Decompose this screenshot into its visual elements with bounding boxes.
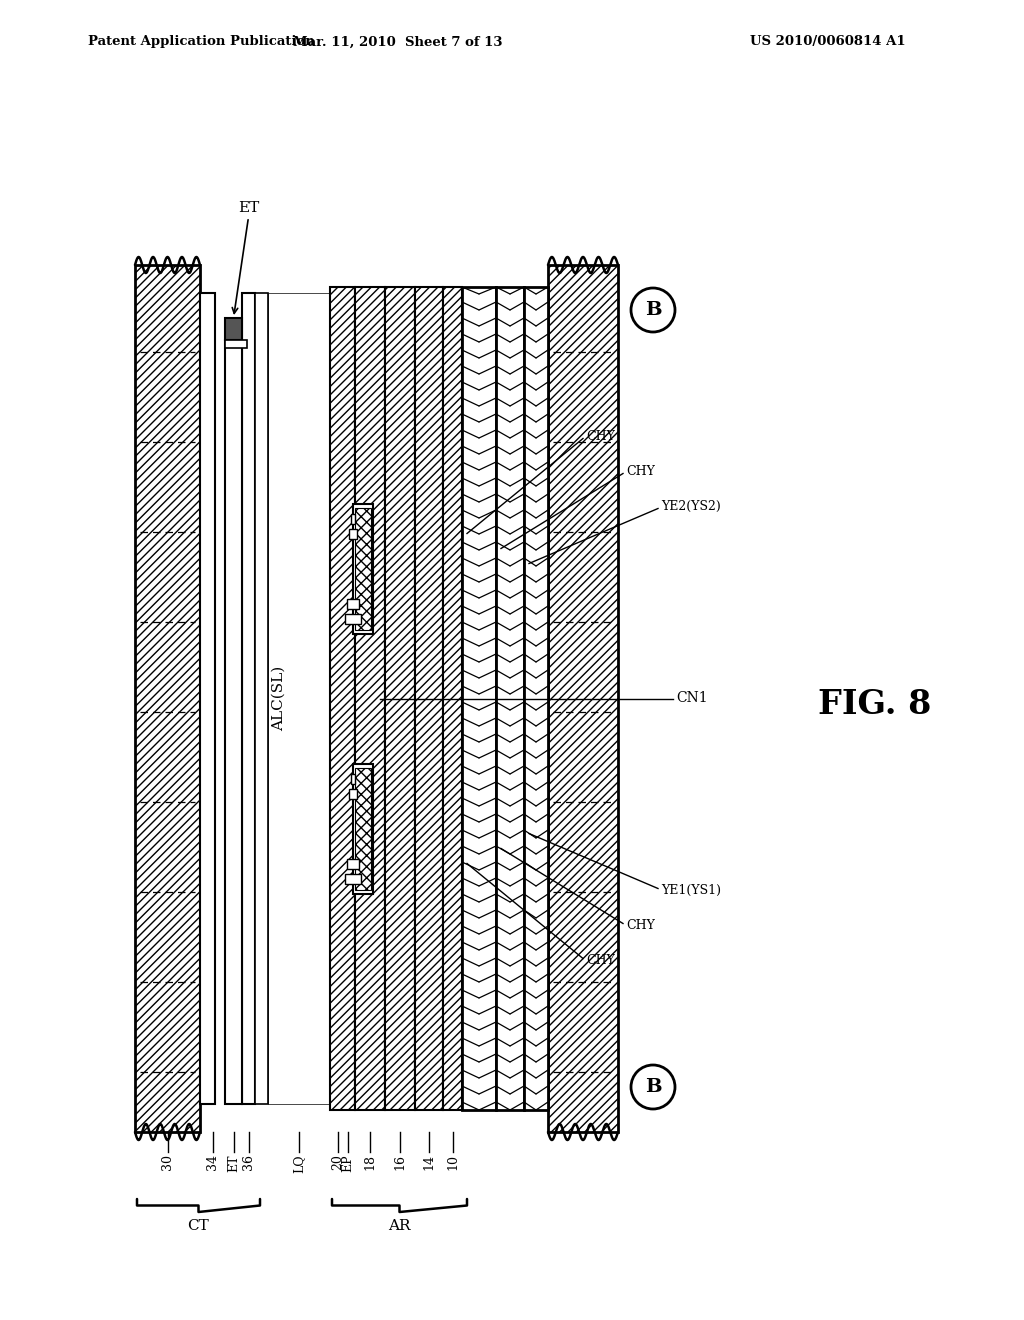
Text: 30: 30: [161, 1154, 174, 1170]
Text: CHY: CHY: [626, 919, 655, 932]
Bar: [355, 767, 371, 890]
Text: FIG. 8: FIG. 8: [818, 689, 932, 722]
Text: 18: 18: [364, 1154, 377, 1170]
Bar: [347, 858, 359, 869]
Bar: [548, 265, 618, 1133]
Text: ET: ET: [227, 1154, 240, 1172]
Text: Mar. 11, 2010  Sheet 7 of 13: Mar. 11, 2010 Sheet 7 of 13: [293, 36, 503, 49]
Text: B: B: [645, 301, 662, 319]
Text: YE1(YS1): YE1(YS1): [662, 884, 721, 898]
Text: LQ: LQ: [293, 1154, 305, 1172]
Bar: [225, 318, 242, 341]
Text: ALC(SL): ALC(SL): [272, 665, 286, 731]
Text: 34: 34: [206, 1154, 219, 1170]
Bar: [349, 788, 357, 799]
Text: 20: 20: [331, 1154, 344, 1170]
Bar: [353, 763, 373, 894]
Bar: [225, 341, 247, 348]
Text: YE2(YS2): YE2(YS2): [662, 500, 721, 513]
Bar: [200, 293, 215, 1104]
Text: B: B: [645, 1078, 662, 1096]
Bar: [351, 513, 355, 524]
Text: CHY: CHY: [586, 430, 614, 444]
Bar: [345, 614, 361, 623]
Bar: [353, 503, 373, 634]
Bar: [385, 286, 415, 1110]
Text: 16: 16: [393, 1154, 407, 1170]
Bar: [496, 286, 524, 1110]
Text: 36: 36: [242, 1154, 255, 1170]
Bar: [347, 598, 359, 609]
Text: 14: 14: [423, 1154, 435, 1170]
Bar: [345, 874, 361, 883]
Bar: [349, 528, 357, 539]
Text: Patent Application Publication: Patent Application Publication: [88, 36, 314, 49]
Bar: [443, 286, 462, 1110]
Text: AR: AR: [388, 1218, 411, 1233]
Bar: [355, 286, 385, 1110]
Bar: [462, 286, 496, 1110]
Bar: [330, 286, 355, 1110]
Bar: [135, 265, 200, 1133]
Bar: [268, 293, 330, 1104]
Text: CHY: CHY: [626, 465, 655, 478]
Bar: [225, 341, 242, 1104]
Text: EP: EP: [341, 1154, 354, 1172]
Bar: [415, 286, 443, 1110]
Bar: [524, 286, 548, 1110]
Text: 10: 10: [446, 1154, 459, 1170]
Text: CHY: CHY: [586, 954, 614, 968]
Text: ET: ET: [238, 201, 259, 215]
Text: CT: CT: [187, 1218, 209, 1233]
Bar: [255, 293, 268, 1104]
Bar: [242, 293, 255, 1104]
Text: US 2010/0060814 A1: US 2010/0060814 A1: [750, 36, 905, 49]
Bar: [355, 507, 371, 630]
Text: CN1: CN1: [676, 692, 708, 705]
Bar: [351, 774, 355, 784]
